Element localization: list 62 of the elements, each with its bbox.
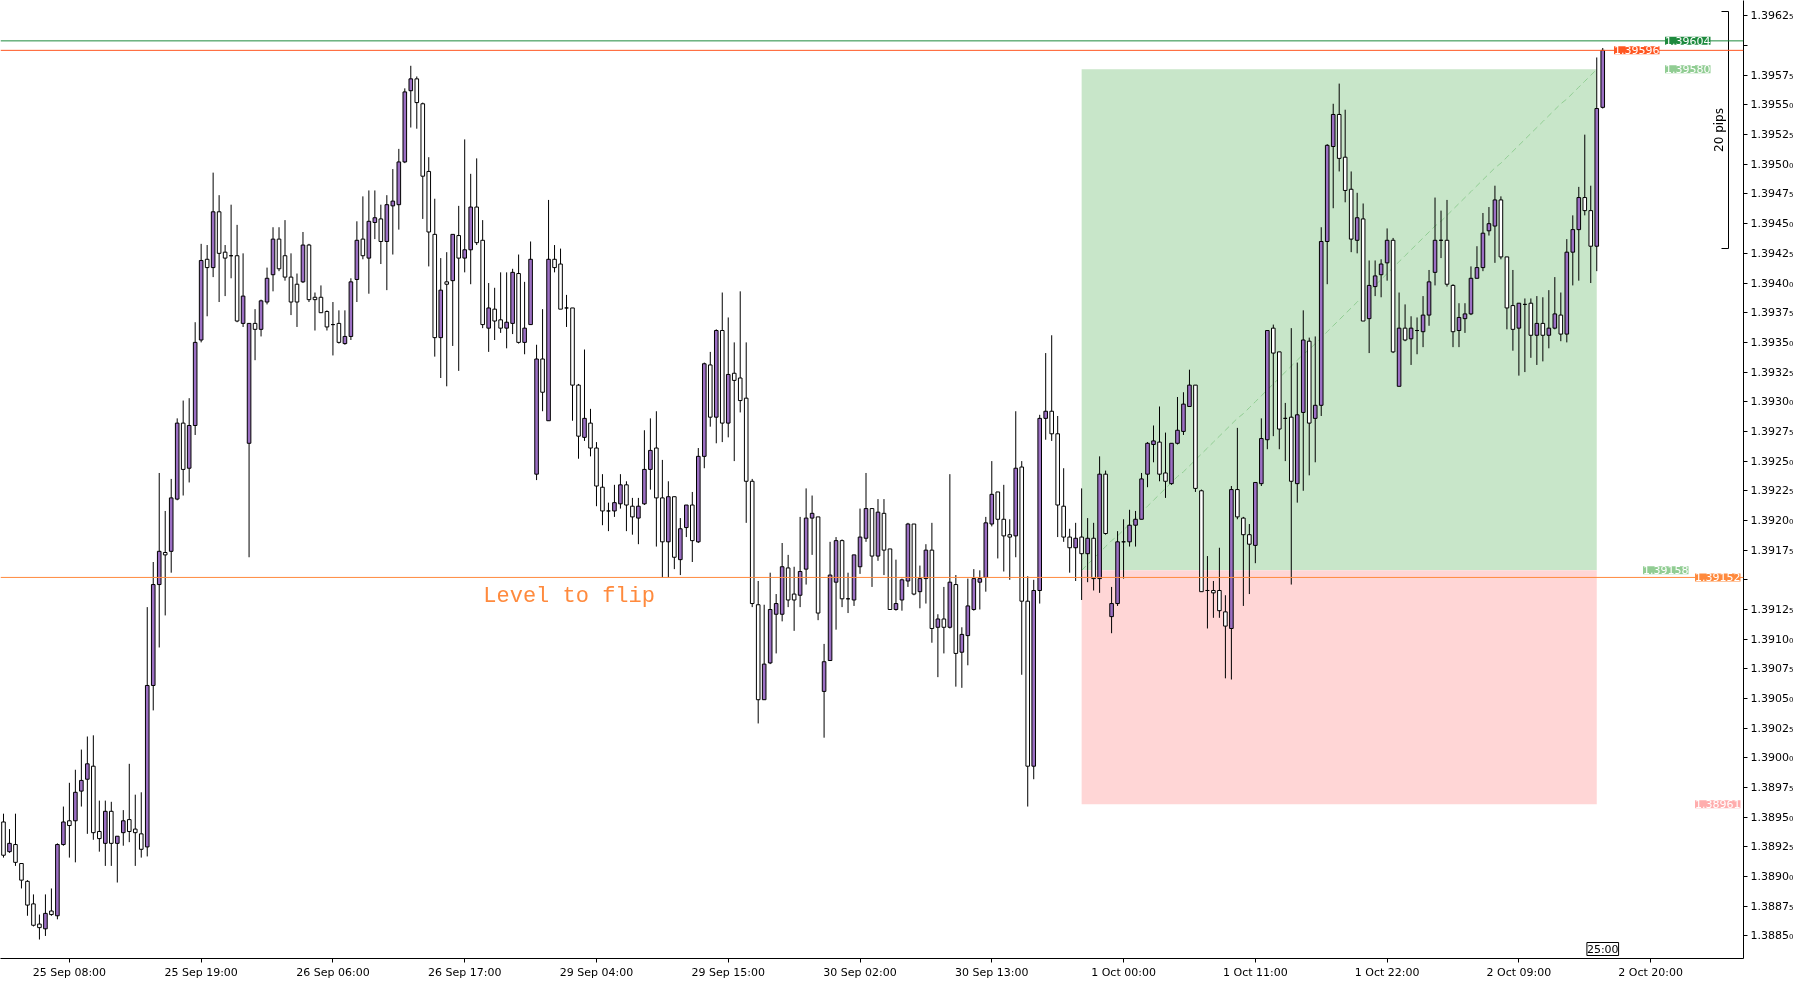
y-tick-label: 1.3952₅ xyxy=(1750,128,1794,142)
y-tick-label: 1.3892₅ xyxy=(1750,840,1794,854)
y-tick-label: 1.3930₀ xyxy=(1750,395,1794,409)
x-tick-label: 26 Sep 06:00 xyxy=(296,965,370,979)
x-tick-label: 2 Oct 20:00 xyxy=(1618,965,1684,979)
annotation: 1.39596 xyxy=(1614,44,1660,58)
y-tick-label: 1.3905₀ xyxy=(1750,692,1794,706)
x-tick-label: 1 Oct 00:00 xyxy=(1091,965,1156,979)
annotation: 25:00 xyxy=(1586,942,1619,956)
y-tick-label: 1.3962₅ xyxy=(1750,9,1794,23)
annotation: 1.39604 xyxy=(1665,34,1711,48)
ref-line-label: Level to flip xyxy=(483,584,655,610)
candlestick xyxy=(79,749,84,808)
x-tick-label: 25 Sep 08:00 xyxy=(32,965,107,979)
y-tick-label: 1.3940₀ xyxy=(1750,276,1794,290)
candlestick xyxy=(600,473,605,526)
y-tick-label: 1.3942₅ xyxy=(1750,246,1794,260)
candlestick xyxy=(444,251,450,387)
candlestick xyxy=(19,863,24,889)
x-tick-label: 1 Oct 22:00 xyxy=(1354,965,1420,979)
y-tick-label: 1.3945₀ xyxy=(1750,217,1794,231)
y-tick-label: 1.3910₀ xyxy=(1750,632,1794,646)
annotation: 1.39152 xyxy=(1695,571,1741,585)
y-tick-label: 1.3900₀ xyxy=(1750,751,1794,765)
y-tick-label: 1.3927₅ xyxy=(1750,424,1794,438)
y-tick-label: 1.3897₅ xyxy=(1750,781,1794,795)
x-tick-label: 26 Sep 17:00 xyxy=(427,965,502,979)
annotation: 1.39158 xyxy=(1643,564,1689,578)
x-tick-label: 25 Sep 19:00 xyxy=(164,965,238,979)
x-tick-label: 30 Sep 13:00 xyxy=(955,965,1029,979)
candlestick xyxy=(1378,258,1384,298)
candlestick xyxy=(1462,302,1468,334)
y-tick-label: 1.3950₀ xyxy=(1750,157,1794,171)
candlestick xyxy=(1420,295,1426,348)
candlestick xyxy=(1474,245,1480,279)
y-tick-label: 1.3955₀ xyxy=(1750,98,1794,112)
y-tick-label: 1.3895₀ xyxy=(1750,810,1794,824)
x-tick-label: 29 Sep 04:00 xyxy=(559,965,634,979)
y-tick-label: 1.3922₅ xyxy=(1750,484,1794,498)
y-tick-label: 1.3885₀ xyxy=(1750,929,1794,943)
y-tick-label: 1.3935₀ xyxy=(1750,335,1794,349)
y-tick-label: 1.3887₅ xyxy=(1750,899,1794,913)
candlestick xyxy=(893,559,899,612)
y-tick-label: 1.3947₅ xyxy=(1750,187,1794,201)
x-tick-label: 1 Oct 11:00 xyxy=(1222,965,1288,979)
x-tick-label: 2 Oct 09:00 xyxy=(1486,965,1552,979)
y-tick-label: 1.3920₀ xyxy=(1750,513,1794,527)
annotation: 20 pips xyxy=(1711,108,1726,152)
x-tick-label: 30 Sep 02:00 xyxy=(823,965,897,979)
x-tick-label: 29 Sep 15:00 xyxy=(691,965,765,979)
y-tick-label: 1.3932₅ xyxy=(1750,365,1794,379)
annotation: 1.39580 xyxy=(1665,63,1711,77)
y-tick-label: 1.3957₅ xyxy=(1750,68,1794,82)
y-tick-label: 1.3912₅ xyxy=(1750,602,1794,616)
y-tick-label: 1.3917₅ xyxy=(1750,543,1794,557)
candlestick xyxy=(282,219,288,282)
y-tick-label: 1.3902₅ xyxy=(1750,721,1794,735)
y-tick-label: 1.3937₅ xyxy=(1750,306,1794,320)
annotation: 1.38961 xyxy=(1695,798,1741,812)
y-tick-label: 1.3890₀ xyxy=(1750,870,1794,884)
y-tick-label: 1.3907₅ xyxy=(1750,662,1794,676)
y-tick-label: 1.3925₀ xyxy=(1750,454,1794,468)
